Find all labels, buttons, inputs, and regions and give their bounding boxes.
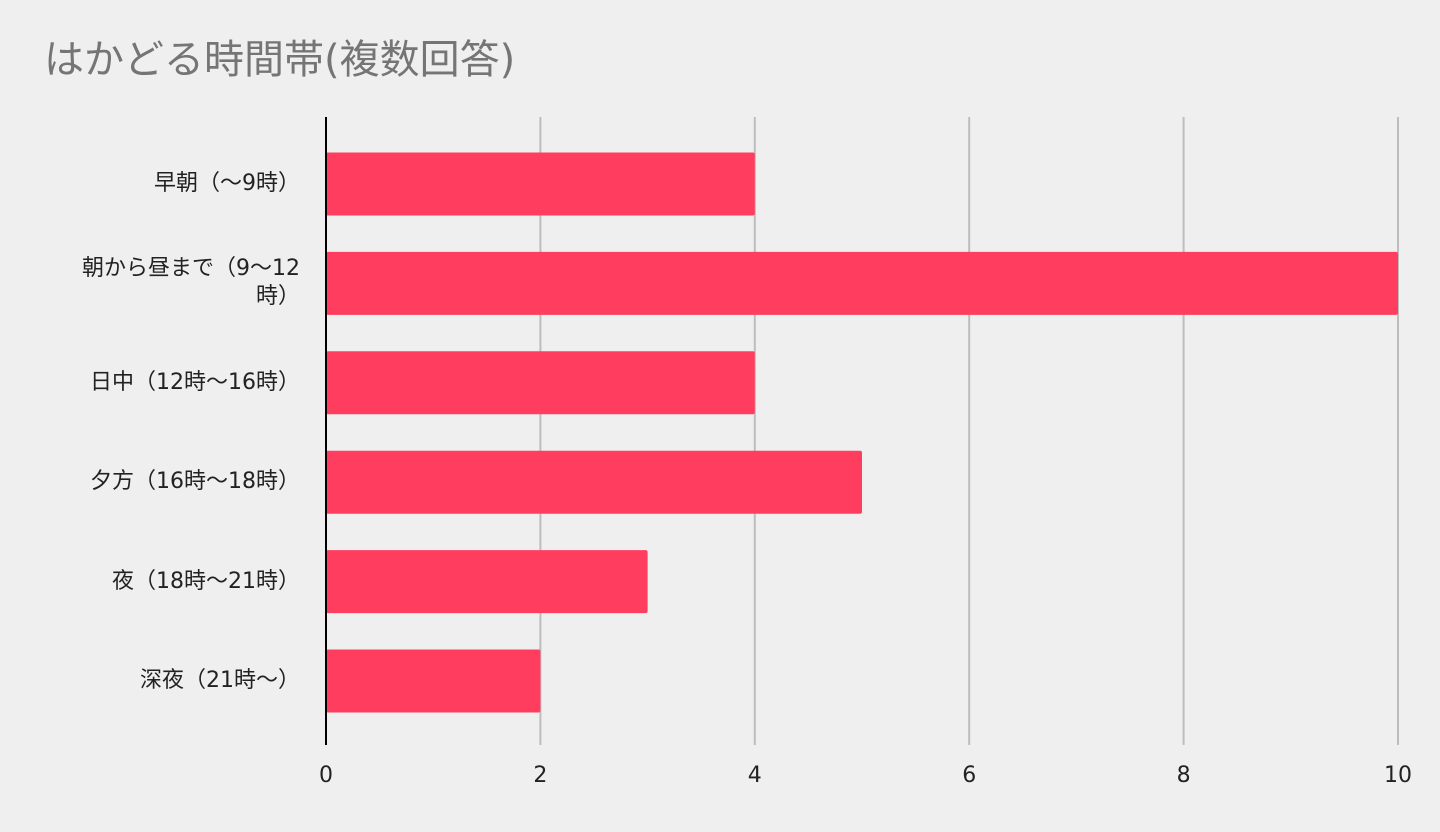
x-tick-label: 10 [1384,763,1412,788]
y-tick-label: 早朝（〜9時） [154,171,300,196]
y-tick-label: 夕方（16時〜18時） [90,469,300,495]
x-tick-label: 8 [1177,763,1191,788]
y-tick-label: 朝から昼まで（9〜12時） [82,256,300,310]
y-tick-label: 夜（18時〜21時） [112,568,300,594]
x-tick-label: 0 [319,763,333,788]
x-tick-label: 4 [748,763,762,788]
bar [326,251,1398,315]
y-tick-label: 深夜（21時〜） [140,668,300,693]
chart-title: はかどる時間帯(複数回答) [44,37,515,83]
bar [326,649,541,713]
bar [326,450,862,514]
y-tick-label: 日中（12時〜16時） [90,369,300,395]
x-tick-label: 6 [962,763,976,788]
bar [326,351,755,415]
x-tick-label: 2 [533,763,547,788]
bar [326,550,648,614]
bar [326,152,755,216]
